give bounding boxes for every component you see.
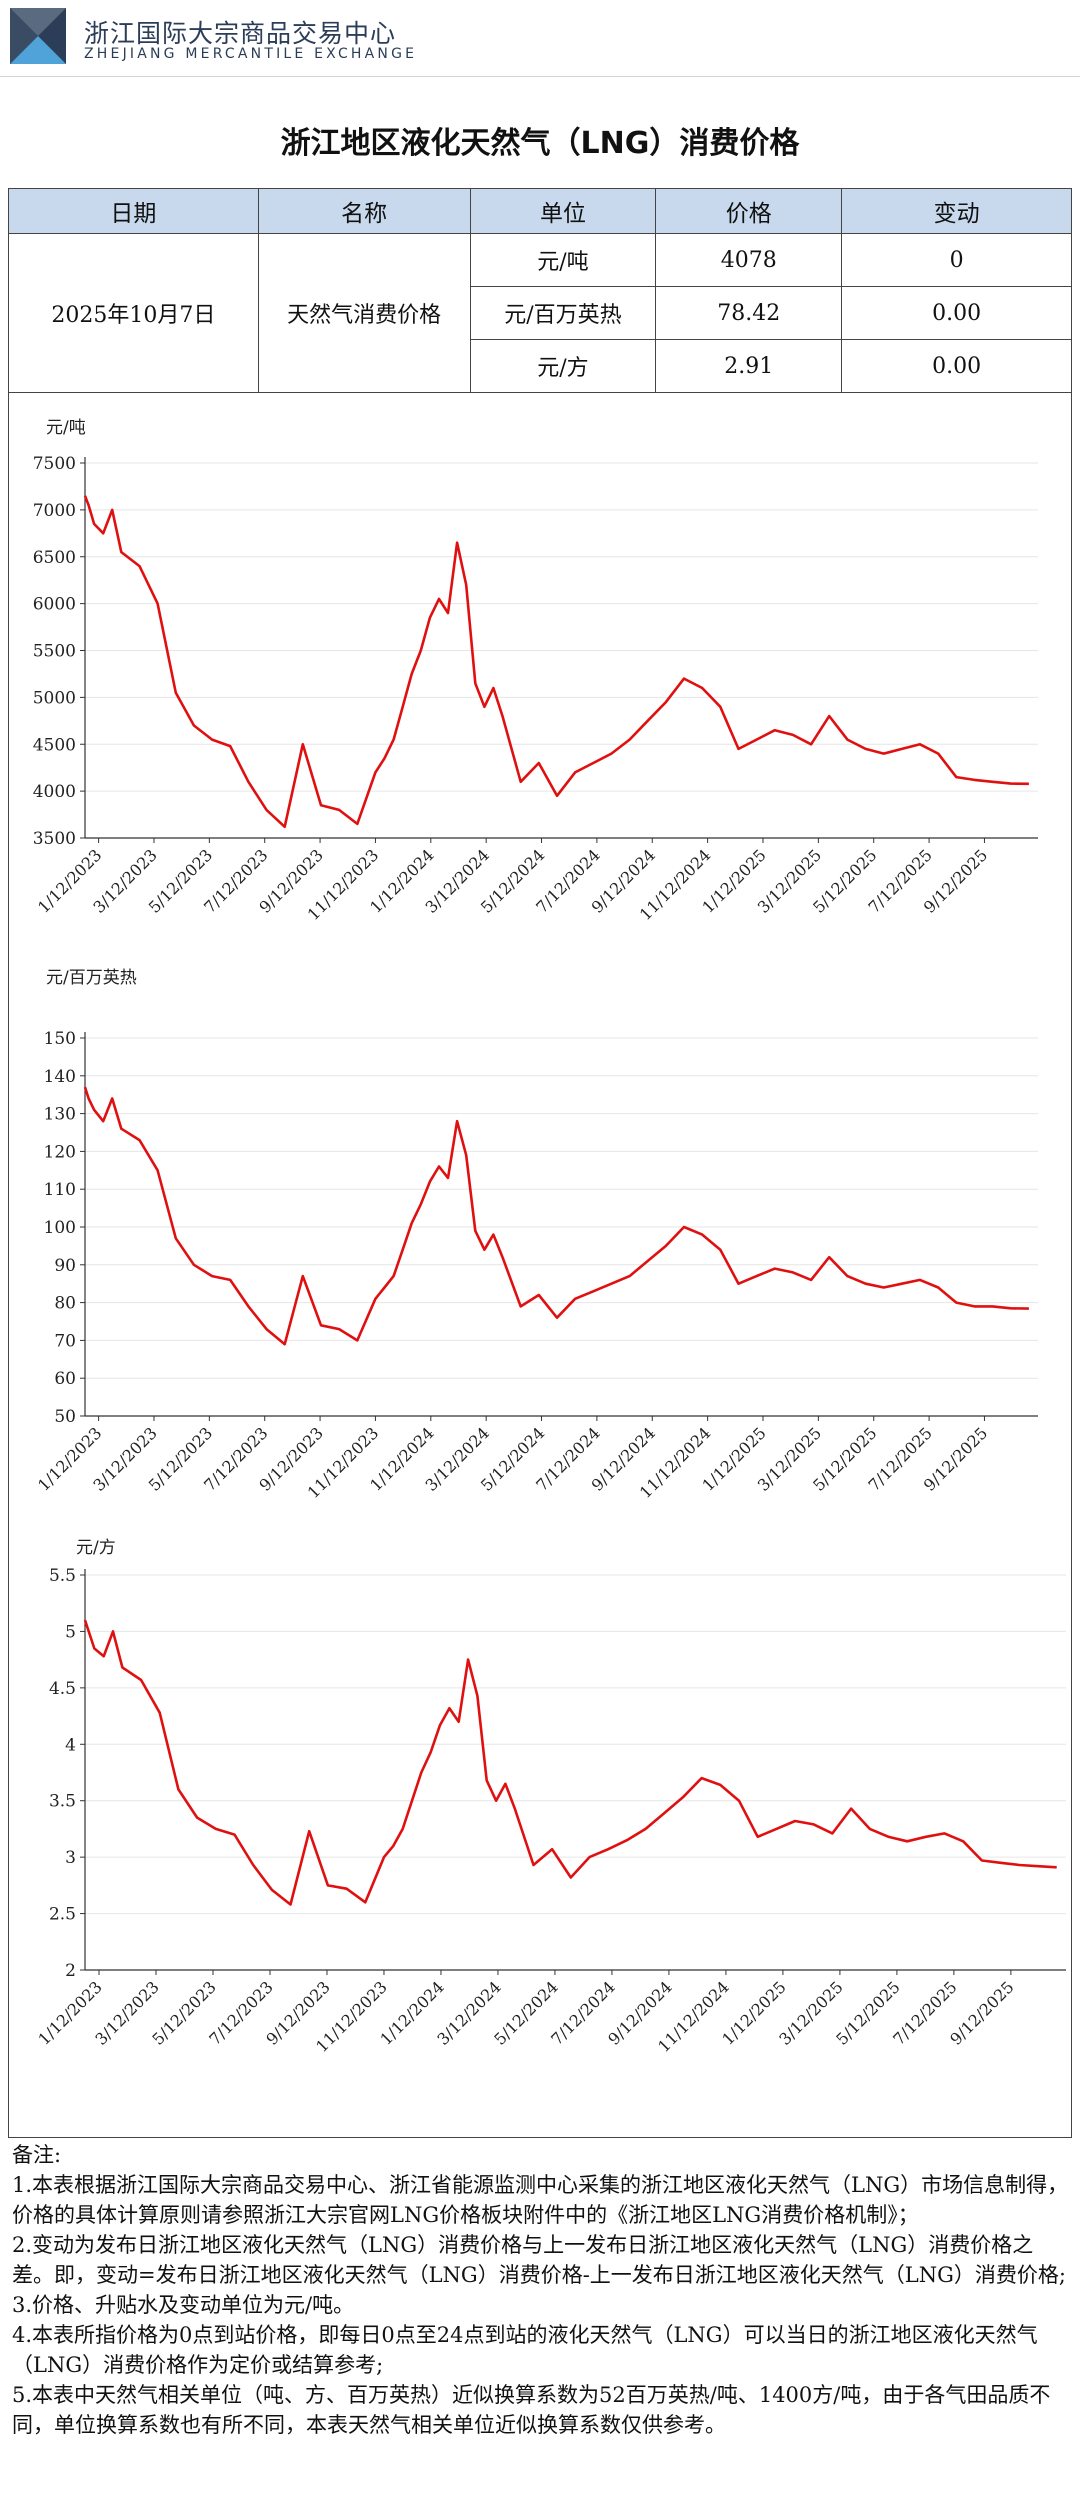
- table-row: 元/方 2.91 0.00: [9, 339, 1072, 393]
- y-tick-label: 2.5: [49, 1905, 76, 1925]
- price-table: 日期 名称 单位 价格 变动 2025年10月7日 天然气消费价格 元/吨 40…: [8, 188, 1072, 393]
- col-header-price: 价格: [655, 188, 843, 234]
- table-row: 2025年10月7日 天然气消费价格 元/吨 4078 0: [8, 233, 1072, 393]
- y-tick-label: 4.5: [49, 1679, 76, 1699]
- y-tick-label: 130: [44, 1105, 76, 1125]
- y-tick-label: 70: [54, 1331, 76, 1351]
- y-tick-label: 120: [44, 1142, 76, 1162]
- cell-price: 78.42: [655, 286, 843, 340]
- cell-unit: 元/吨: [469, 233, 657, 287]
- y-tick-label: 4: [65, 1735, 76, 1755]
- y-tick-label: 6000: [33, 595, 76, 615]
- y-tick-label: 4000: [33, 782, 76, 802]
- y-tick-label: 3.5: [49, 1792, 76, 1812]
- price-charts: 3500 4000 4500 5000 5500 6000 6500 7000 7500 元/吨 1…: [33, 418, 1066, 2056]
- brand-name-cn: 浙江国际大宗商品交易中心: [84, 19, 397, 48]
- cell-change: 0: [841, 233, 1072, 287]
- price-series-line: [83, 1086, 1029, 1346]
- y-tick-label: 5: [65, 1622, 76, 1642]
- col-header-unit: 单位: [469, 188, 657, 234]
- brand-name-en: ZHEJIANG MERCANTILE EXCHANGE: [84, 46, 418, 62]
- table-header-row: 日期 名称 单位 价格 变动: [8, 188, 1072, 234]
- y-tick-label: 150: [44, 1029, 76, 1049]
- y-tick-label: 80: [54, 1294, 76, 1314]
- note-item: 1.本表根据浙江国际大宗商品交易中心、浙江省能源监测中心采集的浙江地区液化天然气…: [12, 2173, 1069, 2227]
- cell-unit: 元/百万英热: [469, 286, 657, 340]
- y-tick-label: 7000: [33, 501, 76, 521]
- notes: 备注: 1.本表根据浙江国际大宗商品交易中心、浙江省能源监测中心采集的浙江地区液…: [12, 2140, 1072, 2440]
- page-title: 浙江地区液化天然气（LNG）消费价格: [280, 126, 800, 161]
- y-tick-label: 3: [65, 1848, 76, 1868]
- cell-unit: 元/方: [469, 339, 657, 393]
- col-header-name: 名称: [257, 188, 471, 234]
- unit-label: 元/百万英热: [46, 968, 137, 988]
- cell-price: 4078: [655, 233, 843, 287]
- header-divider: [0, 76, 1080, 77]
- y-tick-label: 60: [54, 1369, 76, 1389]
- price-series-line: [83, 495, 1029, 829]
- cell-change: 0.00: [841, 286, 1072, 340]
- note-item: 3.价格、升贴水及变动单位为元/吨。: [12, 2293, 355, 2317]
- y-tick-label: 4500: [33, 735, 76, 755]
- col-header-change: 变动: [841, 188, 1072, 234]
- y-tick-label: 50: [54, 1407, 76, 1427]
- y-tick-label: 2: [65, 1961, 76, 1981]
- unit-label: 元/吨: [46, 418, 86, 438]
- unit-label: 元/方: [76, 1538, 116, 1558]
- note-item: 4.本表所指价格为0点到站价格，即每日0点至24点到站的液化天然气（LNG）可以…: [12, 2323, 1038, 2377]
- note-item: 2.变动为发布日浙江地区液化天然气（LNG）消费价格与上一发布日浙江地区液化天然…: [12, 2233, 1066, 2287]
- y-tick-label: 7500: [33, 454, 76, 474]
- notes-label: 备注:: [12, 2143, 62, 2167]
- y-tick-label: 100: [44, 1218, 76, 1238]
- y-tick-label: 90: [54, 1256, 76, 1276]
- y-tick-label: 6500: [33, 548, 76, 568]
- y-tick-label: 110: [44, 1180, 76, 1200]
- cell-change: 0.00: [841, 339, 1072, 393]
- y-tick-label: 5.5: [49, 1566, 76, 1586]
- col-header-date: 日期: [8, 188, 259, 234]
- y-tick-label: 3500: [33, 829, 76, 849]
- y-tick-label: 140: [44, 1067, 76, 1087]
- cell-name: 天然气消费价格: [257, 233, 471, 393]
- y-tick-label: 5000: [33, 688, 76, 708]
- y-tick-label: 5500: [33, 642, 76, 662]
- exchange-logo-icon: [10, 8, 66, 64]
- cell-date: 2025年10月7日: [8, 233, 259, 393]
- price-series-line: [83, 1619, 1057, 1906]
- cell-price: 2.91: [655, 339, 843, 393]
- header: 浙江国际大宗商品交易中心 ZHEJIANG MERCANTILE EXCHANG…: [0, 0, 1080, 74]
- note-item: 5.本表中天然气相关单位（吨、方、百万英热）近似换算系数为52百万英热/吨、14…: [12, 2383, 1051, 2437]
